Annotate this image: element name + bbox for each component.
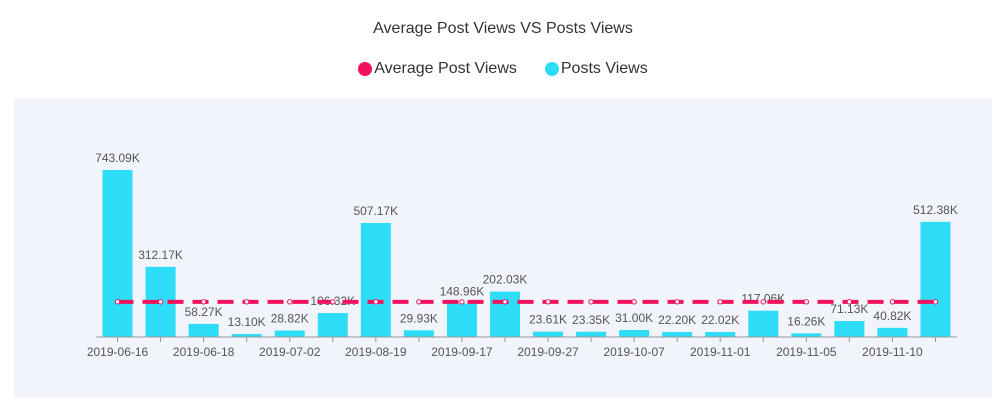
bar-2019-11-05[interactable] — [791, 333, 822, 337]
bar-2019-11-02[interactable] — [748, 310, 779, 337]
average-point-2019-06-18[interactable] — [200, 299, 207, 305]
x-tick-label-2019-10-07: 2019-10-07 — [603, 345, 665, 359]
bar-2019-07-02[interactable] — [274, 330, 305, 337]
x-tick-label-2019-09-17: 2019-09-17 — [431, 345, 493, 359]
average-point-2019-11-11[interactable] — [932, 299, 939, 305]
x-tick-label-2019-08-19: 2019-08-19 — [345, 345, 407, 359]
average-point-2019-10-07[interactable] — [631, 299, 637, 305]
data-label-2019-09-20: 202.03K — [483, 273, 528, 287]
legend: Average Post Views Posts Views — [0, 60, 1006, 78]
bar-2019-06-18[interactable] — [188, 323, 219, 337]
average-point-2019-11-06[interactable] — [846, 299, 853, 305]
data-label-2019-10-01: 23.35K — [572, 313, 610, 327]
data-label-2019-09-17: 148.96K — [440, 285, 485, 299]
bar-2019-10-07[interactable] — [619, 330, 650, 337]
x-tick-label-2019-11-05: 2019-11-05 — [776, 345, 837, 359]
average-point-2019-11-01[interactable] — [717, 299, 723, 305]
average-point-2019-10-10[interactable] — [674, 299, 680, 305]
data-label-2019-06-18: 58.27K — [185, 305, 223, 319]
x-tick-label-2019-11-01: 2019-11-01 — [690, 345, 751, 359]
chart-title: Average Post Views VS Posts Views — [373, 20, 633, 37]
bar-2019-11-06[interactable] — [834, 321, 865, 337]
average-point-2019-07-02[interactable] — [287, 299, 293, 305]
bar-2019-06-16[interactable] — [102, 170, 133, 337]
average-point-2019-06-16[interactable] — [114, 299, 121, 305]
data-label-2019-06-19: 13.10K — [228, 315, 266, 329]
legend-marker-posts-views — [544, 62, 559, 76]
bar-2019-10-01[interactable] — [576, 331, 607, 337]
bar-2019-08-20[interactable] — [403, 330, 434, 337]
legend-item-posts-views[interactable]: Posts Views — [544, 60, 648, 78]
data-label-2019-11-06: 71.13K — [830, 302, 868, 316]
bar-2019-11-01[interactable] — [705, 332, 736, 337]
plot-area-background — [14, 98, 992, 398]
data-label-2019-11-11: 512.38K — [913, 203, 958, 217]
average-point-2019-11-02[interactable] — [760, 299, 766, 305]
average-point-2019-10-01[interactable] — [588, 299, 594, 305]
bar-2019-06-19[interactable] — [231, 334, 262, 337]
average-point-2019-07-20[interactable] — [330, 299, 336, 305]
x-tick-label-2019-11-10: 2019-11-10 — [862, 345, 923, 359]
average-point-2019-09-17[interactable] — [459, 299, 465, 305]
bar-2019-09-17[interactable] — [446, 303, 477, 337]
legend-marker-average-post-views — [358, 62, 373, 76]
data-label-2019-11-01: 22.02K — [701, 313, 739, 327]
data-label-2019-08-19: 507.17K — [353, 204, 398, 218]
x-tick-label-2019-06-18: 2019-06-18 — [173, 345, 235, 359]
data-label-2019-08-20: 29.93K — [400, 311, 438, 325]
x-tick-label-2019-06-16: 2019-06-16 — [87, 345, 149, 359]
average-point-2019-06-17[interactable] — [157, 299, 164, 305]
data-label-2019-10-10: 22.20K — [658, 313, 696, 327]
bar-2019-07-20[interactable] — [317, 313, 348, 337]
bar-2019-09-27[interactable] — [533, 331, 564, 337]
average-point-2019-09-20[interactable] — [502, 299, 508, 305]
data-label-2019-07-02: 28.82K — [271, 312, 309, 326]
average-point-2019-06-19[interactable] — [243, 299, 250, 305]
x-tick-label-2019-09-27: 2019-09-27 — [517, 345, 579, 359]
bar-2019-11-11[interactable] — [920, 221, 951, 337]
data-label-2019-11-10: 40.82K — [873, 309, 911, 323]
average-point-2019-08-19[interactable] — [373, 299, 379, 305]
data-label-2019-09-27: 23.61K — [529, 313, 567, 327]
legend-item-average-post-views[interactable]: Average Post Views — [358, 60, 517, 78]
data-label-2019-06-17: 312.17K — [138, 248, 183, 262]
bar-2019-09-20[interactable] — [489, 291, 520, 337]
average-point-2019-08-20[interactable] — [416, 299, 422, 305]
bar-2019-11-10[interactable] — [877, 327, 908, 337]
average-point-2019-11-10[interactable] — [889, 299, 896, 305]
bar-2019-08-19[interactable] — [360, 223, 391, 337]
data-label-2019-11-05: 16.26K — [787, 314, 825, 328]
bar-2019-10-10[interactable] — [662, 332, 693, 337]
legend-label-posts-views: Posts Views — [560, 60, 648, 77]
x-tick-label-2019-07-02: 2019-07-02 — [259, 345, 321, 359]
legend-label-average-post-views: Average Post Views — [374, 60, 517, 77]
data-label-2019-10-07: 31.00K — [615, 311, 653, 325]
average-point-2019-11-05[interactable] — [803, 299, 810, 305]
average-point-2019-09-27[interactable] — [545, 299, 551, 305]
data-label-2019-06-16: 743.09K — [95, 151, 140, 165]
